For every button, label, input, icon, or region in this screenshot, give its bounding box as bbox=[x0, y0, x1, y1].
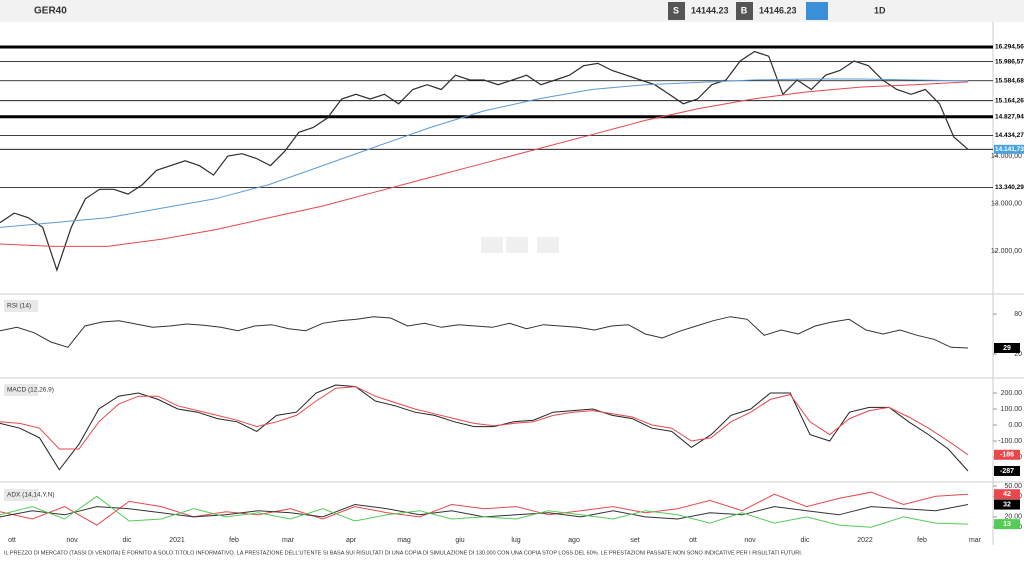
value-badge bbox=[994, 489, 1020, 500]
series-line bbox=[0, 384, 969, 472]
x-tick-label: feb bbox=[917, 537, 927, 544]
value-label: -287 bbox=[1000, 468, 1014, 475]
x-tick-label: giu bbox=[455, 537, 464, 544]
symbol[interactable]: GER40 bbox=[34, 6, 67, 17]
crosshair-button[interactable] bbox=[806, 2, 828, 20]
level-badge bbox=[994, 96, 1024, 106]
buy-badge[interactable] bbox=[736, 2, 753, 20]
series-line bbox=[0, 50, 969, 272]
panel-title: RSI (14) bbox=[7, 303, 31, 310]
series-line bbox=[0, 316, 969, 349]
level-badge bbox=[994, 182, 1024, 192]
x-tick-label: dic bbox=[801, 537, 810, 544]
x-tick-label: nov bbox=[744, 537, 756, 544]
x-tick-label: nov bbox=[66, 537, 78, 544]
level-badge bbox=[994, 76, 1024, 86]
buy-label: B bbox=[741, 5, 748, 15]
buy-price: 14146.23 bbox=[759, 5, 797, 15]
value-label: 29 bbox=[1003, 345, 1011, 352]
x-tick-label: ago bbox=[568, 537, 580, 544]
y-tick-label: 20 bbox=[1014, 351, 1022, 358]
level-label: 16.294,56 bbox=[995, 44, 1024, 51]
level-label: 13.340,29 bbox=[995, 184, 1024, 191]
disclaimer: IL PREZZO DI MERCATO (TASSI DI VENDITA) … bbox=[4, 549, 803, 556]
x-tick-label: mag bbox=[397, 537, 411, 544]
level-label: 14.434,27 bbox=[995, 132, 1024, 139]
sell-badge[interactable] bbox=[668, 2, 685, 20]
x-tick-label: set bbox=[630, 537, 639, 544]
y-tick-label: -100.00 bbox=[998, 438, 1022, 445]
level-label: 15.164,26 bbox=[995, 97, 1024, 104]
level-badge bbox=[994, 112, 1024, 122]
zoom-out[interactable] bbox=[481, 237, 503, 253]
series-line bbox=[0, 495, 969, 528]
x-tick-label: feb bbox=[229, 537, 239, 544]
series-line bbox=[0, 81, 969, 247]
series-line bbox=[0, 78, 969, 228]
x-tick-label: lug bbox=[511, 537, 520, 544]
y-tick-label: 13.000,00 bbox=[991, 200, 1022, 207]
x-tick-label: ott bbox=[8, 537, 16, 544]
level-badge bbox=[994, 57, 1024, 67]
x-tick-label: 2021 bbox=[169, 537, 185, 544]
x-tick-label: mar bbox=[969, 537, 982, 544]
value-badge bbox=[994, 519, 1020, 530]
level-badge bbox=[994, 130, 1024, 140]
level-label: 15.986,57 bbox=[995, 58, 1024, 65]
value-label: 42 bbox=[1003, 491, 1011, 498]
level-badge bbox=[994, 42, 1024, 52]
y-tick-label: 200.00 bbox=[1001, 390, 1023, 397]
level-badge bbox=[994, 144, 1024, 154]
series-line bbox=[0, 491, 969, 526]
value-label: 32 bbox=[1003, 501, 1011, 508]
y-tick-label: 20.00 bbox=[1004, 514, 1022, 521]
sell-label: S bbox=[673, 5, 679, 15]
zoom-in[interactable] bbox=[506, 237, 528, 253]
series-line bbox=[0, 386, 969, 456]
value-badge bbox=[994, 499, 1020, 510]
value-label: 13 bbox=[1003, 521, 1011, 528]
x-tick-label: ott bbox=[689, 537, 697, 544]
share[interactable] bbox=[537, 237, 559, 253]
x-tick-label: mar bbox=[282, 537, 295, 544]
panel-title-box bbox=[4, 300, 38, 312]
level-label: 14.141,73 bbox=[995, 146, 1024, 153]
value-badge bbox=[994, 449, 1020, 460]
value-badge bbox=[994, 342, 1020, 353]
y-tick-label: 12.000,00 bbox=[991, 248, 1022, 255]
y-tick-label: 50.00 bbox=[1004, 483, 1022, 490]
panel-title-box bbox=[4, 384, 38, 396]
level-label: 14.827,94 bbox=[995, 113, 1024, 120]
toolbar bbox=[0, 0, 1024, 22]
timeframe[interactable]: 1D bbox=[874, 5, 886, 15]
level-label: 15.584,68 bbox=[995, 77, 1024, 84]
y-tick-label: 0.00 bbox=[1008, 422, 1022, 429]
x-tick-label: apr bbox=[346, 537, 357, 544]
value-label: -186 bbox=[1000, 452, 1014, 459]
panel-title-box bbox=[4, 489, 38, 501]
x-tick-label: dic bbox=[123, 537, 132, 544]
panel-title: MACD (12,26,9) bbox=[7, 387, 54, 394]
panel-title: ADX (14,14,Y,N) bbox=[7, 492, 55, 499]
y-tick-label: 14.000,00 bbox=[991, 153, 1022, 160]
y-tick-label: 100.00 bbox=[1001, 406, 1023, 413]
y-tick-label: 80 bbox=[1014, 311, 1022, 318]
x-tick-label: 2022 bbox=[857, 537, 873, 544]
value-badge bbox=[994, 465, 1020, 476]
sell-price: 14144.23 bbox=[691, 5, 729, 15]
